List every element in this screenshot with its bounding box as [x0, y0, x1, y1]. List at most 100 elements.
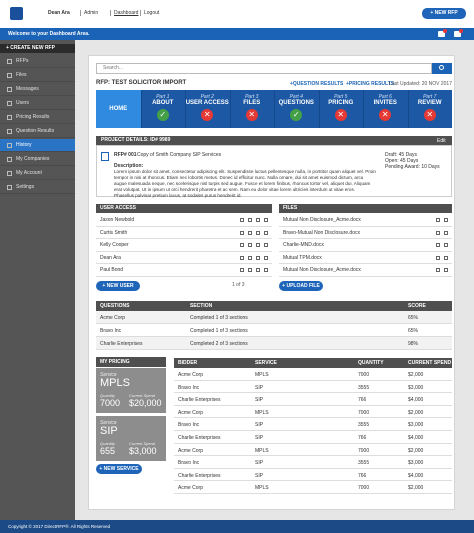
row-action[interactable]: [264, 218, 268, 222]
cell: 65%: [408, 315, 419, 321]
sidebar-item[interactable]: My Companies: [0, 153, 75, 166]
row-action[interactable]: [436, 230, 440, 235]
create-rfp[interactable]: + CREATE NEW RFP: [0, 44, 75, 53]
step-home[interactable]: HOME: [96, 90, 141, 128]
row-action[interactable]: [436, 255, 440, 260]
cell: 98%: [408, 341, 419, 347]
row-action[interactable]: [444, 218, 448, 222]
row-action[interactable]: [444, 230, 448, 235]
step-part: Part 3: [245, 94, 259, 100]
sidebar-item[interactable]: My Account: [0, 167, 75, 180]
welcome-bar: [0, 28, 474, 40]
sidebar-icon: [7, 129, 12, 134]
row-action[interactable]: [248, 230, 252, 235]
step-cross: ✕: [423, 109, 436, 121]
step-part: Part 5: [334, 94, 348, 100]
users-button[interactable]: + NEW USER: [96, 281, 140, 291]
sidebar-icon: [7, 101, 12, 106]
sidebar-icon: [7, 143, 12, 148]
step-part: Part 1: [156, 94, 170, 100]
cell: Bravo Inc: [178, 460, 200, 467]
card-label: Service: [100, 372, 117, 378]
rfp-link[interactable]: +PRICING RESULTS: [346, 81, 395, 87]
pricing-row: [174, 444, 452, 457]
sidebar-item[interactable]: Question Results: [0, 125, 75, 138]
users-row: Paul Bond: [96, 264, 272, 277]
sidebar-item[interactable]: Users: [0, 97, 75, 110]
row-action[interactable]: [248, 268, 252, 272]
card-service: SIP: [100, 425, 118, 437]
card-spend: $3,000: [129, 446, 157, 456]
row-action[interactable]: [256, 230, 260, 235]
rfp-link[interactable]: +QUESTION RESULTS: [290, 81, 344, 87]
row-action[interactable]: [240, 268, 244, 272]
sidebar-item[interactable]: Files: [0, 69, 75, 82]
row-action[interactable]: [256, 218, 260, 222]
row-action[interactable]: [256, 243, 260, 247]
row-action[interactable]: [444, 268, 448, 272]
row-action[interactable]: [436, 243, 440, 247]
timeline: Draft: 45 Days: [385, 152, 417, 158]
sidebar-item[interactable]: Pricing Results: [0, 111, 75, 124]
project-edit[interactable]: Edit: [437, 138, 446, 144]
row-action[interactable]: [240, 230, 244, 235]
card-label: Service: [100, 420, 117, 426]
row-action[interactable]: [436, 218, 440, 222]
sidebar-item[interactable]: History: [0, 139, 75, 152]
row-action[interactable]: [264, 268, 268, 272]
rfp-name: Copy of Smith Company SIP Services: [137, 152, 222, 158]
pricing-row: [174, 368, 452, 381]
cell: Charlie Enterprises: [178, 435, 221, 441]
row-action[interactable]: [256, 268, 260, 272]
row-action[interactable]: [264, 255, 268, 260]
row-action[interactable]: [248, 255, 252, 260]
row-action[interactable]: [264, 243, 268, 247]
row-action[interactable]: [240, 218, 244, 222]
cell: Acme Corp: [178, 409, 204, 416]
files-button[interactable]: + UPLOAD FILE: [279, 281, 323, 291]
step-cross: ✕: [201, 109, 214, 121]
header-link[interactable]: Admin: [80, 10, 98, 16]
step-label: USER ACCESS: [185, 100, 229, 106]
sidebar-icon: [7, 185, 12, 190]
cell: $2,000: [408, 447, 424, 454]
new-service-button[interactable]: + NEW SERVICE: [96, 464, 142, 474]
pricing-header: [174, 358, 452, 368]
pricing-row: [174, 406, 452, 419]
row-action[interactable]: [436, 268, 440, 272]
step-part: Part 2: [200, 94, 214, 100]
row-action[interactable]: [248, 218, 252, 222]
row-action[interactable]: [240, 243, 244, 247]
row-action[interactable]: [444, 243, 448, 247]
notify-icon[interactable]: [454, 31, 461, 37]
pricing-card: [96, 416, 166, 461]
card-service: MPLS: [100, 377, 130, 389]
sidebar-item[interactable]: Messages: [0, 83, 75, 96]
header-link[interactable]: Dashboard: [110, 10, 138, 16]
card-quantity: 655: [100, 446, 116, 456]
row-action[interactable]: [248, 243, 252, 247]
step[interactable]: [318, 90, 363, 128]
cell: SIP: [255, 460, 264, 467]
cell: $3,000: [408, 422, 424, 429]
rfp-updated: Last Updated: 20 NOV 2017: [389, 81, 452, 87]
header-link[interactable]: Logout: [140, 10, 159, 16]
pager: 1 of 3: [232, 282, 245, 288]
sidebar-item[interactable]: Settings: [0, 181, 75, 194]
cell: $4,000: [408, 397, 424, 404]
pricing-row: [174, 456, 452, 469]
row-action[interactable]: [264, 230, 268, 235]
cell: 766: [358, 472, 367, 479]
pricing-row: [174, 381, 452, 394]
timeline: Pending Award: 10 Days: [385, 164, 440, 170]
sidebar-item[interactable]: RFPs: [0, 55, 75, 68]
notify-icon[interactable]: [438, 31, 445, 37]
row-action[interactable]: [444, 255, 448, 260]
step-part: Part 4: [289, 94, 303, 100]
search-input[interactable]: Search...: [96, 63, 432, 74]
cell: Charlie Enterprises: [178, 472, 221, 479]
new-rfp-button[interactable]: + NEW RFP: [422, 8, 466, 19]
row-action[interactable]: [256, 255, 260, 260]
row-action[interactable]: [240, 255, 244, 260]
users-row: Kelly Cooper: [96, 239, 272, 252]
